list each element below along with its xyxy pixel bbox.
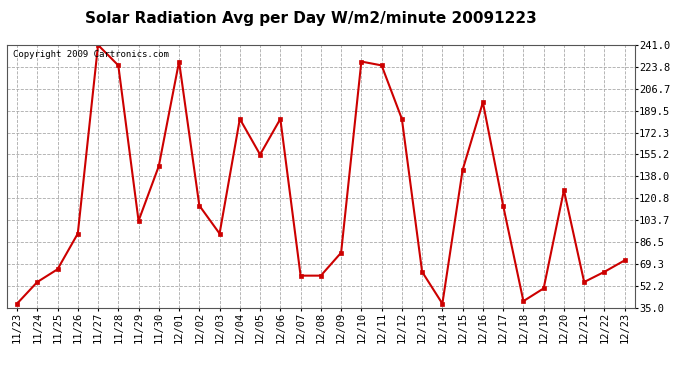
Text: Solar Radiation Avg per Day W/m2/minute 20091223: Solar Radiation Avg per Day W/m2/minute …	[85, 11, 536, 26]
Text: Copyright 2009 Cartronics.com: Copyright 2009 Cartronics.com	[13, 50, 169, 59]
